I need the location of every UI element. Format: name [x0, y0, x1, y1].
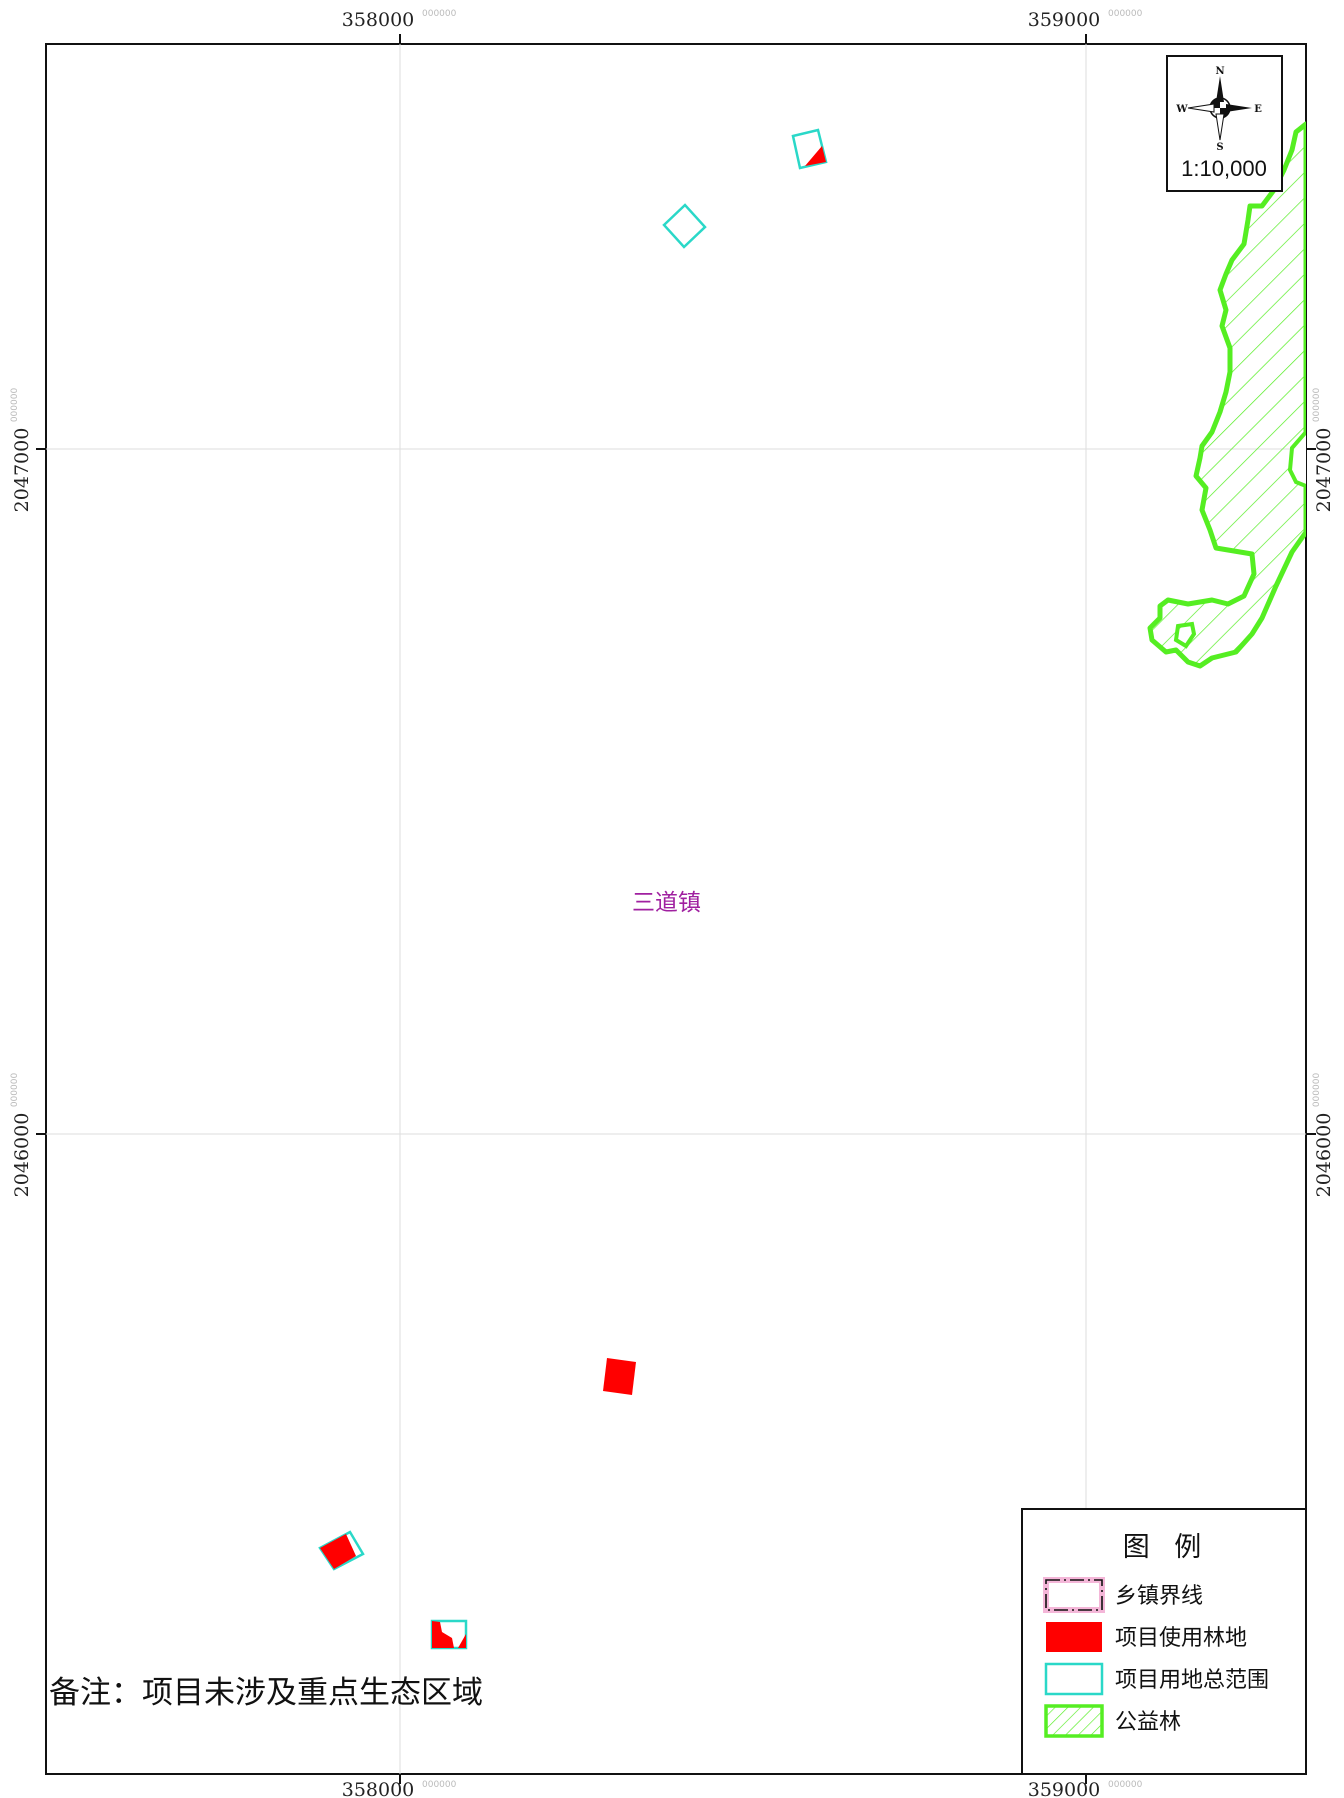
- map-frame: [45, 43, 1307, 1775]
- legend-label: 项目使用林地: [1115, 1626, 1247, 1651]
- project-plot-1: [791, 128, 828, 170]
- forest-use-fill: [603, 1358, 636, 1395]
- y-label-left-2047000: 2047000: [11, 428, 33, 513]
- project-plot-3: [603, 1358, 636, 1395]
- project-plot-5: [430, 1619, 468, 1650]
- forest-use-fill: [320, 1534, 356, 1569]
- compass-n: N: [1215, 66, 1224, 77]
- legend-label: 项目用地总范围: [1115, 1668, 1269, 1693]
- public-forest-notch: [1287, 430, 1306, 488]
- compass-icon: N S E W: [1175, 66, 1262, 153]
- scale-label: 1:10,000: [1181, 156, 1267, 181]
- forest-use-fill-corner: [458, 1634, 466, 1648]
- legend-item-forest-use: 项目使用林地: [1046, 1622, 1247, 1652]
- township-boundary-icon: [1043, 1577, 1105, 1613]
- y-label-right-2046000: 2046000: [1313, 1113, 1335, 1198]
- x-sublabel-top-359000: 000000: [1108, 9, 1143, 19]
- legend-item-township-boundary: 乡镇界线: [1043, 1577, 1203, 1613]
- compass-w: W: [1175, 104, 1188, 115]
- forest-use-fill: [432, 1621, 454, 1648]
- project-range-outline: [662, 203, 707, 249]
- y-sublabel-left-2046000: 000000: [10, 1073, 20, 1108]
- north-arrow-box: N S E W 1:10,000: [1166, 55, 1283, 192]
- x-sublabel-bottom-358000: 000000: [422, 1780, 457, 1790]
- cyan-outline-icon: [1044, 1662, 1104, 1696]
- y-sublabel-right-2047000: 000000: [1312, 388, 1322, 423]
- township-label: 三道镇: [632, 890, 701, 916]
- x-label-bottom-359000: 359000: [1028, 1779, 1101, 1798]
- tick-marks: [36, 34, 1316, 1784]
- legend: 图 例 乡镇界线 项目使用林地 项目用地总范围 公益林: [1021, 1508, 1307, 1775]
- public-forest-small-loop: [1173, 621, 1197, 649]
- green-hatch-icon: [1044, 1704, 1104, 1738]
- x-sublabel-bottom-359000: 000000: [1108, 1780, 1143, 1790]
- y-label-right-2047000: 2047000: [1313, 428, 1335, 513]
- legend-item-project-range: 项目用地总范围: [1044, 1662, 1269, 1696]
- compass-s: S: [1216, 142, 1223, 153]
- x-label-top-359000: 359000: [1028, 9, 1101, 31]
- project-plot-4: [318, 1530, 365, 1571]
- y-sublabel-left-2047000: 000000: [10, 388, 20, 423]
- x-label-bottom-358000: 358000: [342, 1779, 415, 1798]
- public-forest-area: [1147, 121, 1306, 669]
- project-plot-2: [662, 203, 707, 249]
- legend-item-public-forest: 公益林: [1044, 1704, 1181, 1738]
- legend-title: 图 例: [1123, 1532, 1210, 1563]
- map-note: 备注：项目未涉及重点生态区域: [49, 1675, 483, 1711]
- compass-e: E: [1254, 104, 1262, 115]
- x-label-top-358000: 358000: [342, 9, 415, 31]
- public-forest-polygon: [1147, 121, 1306, 669]
- x-sublabel-top-358000: 000000: [422, 9, 457, 19]
- y-sublabel-right-2046000: 000000: [1312, 1073, 1322, 1108]
- red-fill-icon: [1046, 1622, 1102, 1652]
- legend-label: 公益林: [1115, 1710, 1181, 1735]
- forest-use-fill: [805, 146, 826, 166]
- legend-label: 乡镇界线: [1115, 1584, 1203, 1609]
- y-label-left-2046000: 2046000: [11, 1113, 33, 1198]
- grid-lines: [46, 44, 1306, 1774]
